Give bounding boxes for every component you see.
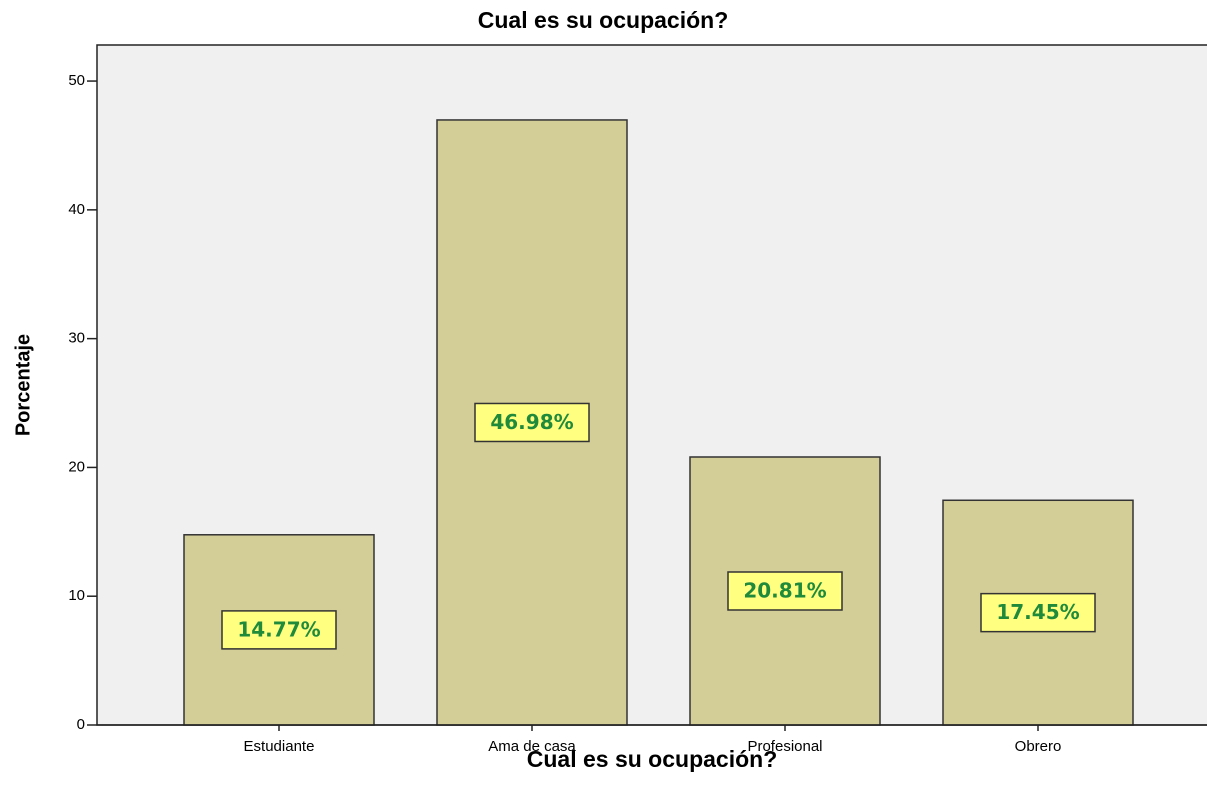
x-tick-label: Ama de casa xyxy=(488,738,576,755)
data-label: 46.98% xyxy=(490,410,573,434)
data-label-box xyxy=(221,610,337,650)
y-tick-label: 40 xyxy=(68,201,85,218)
data-label: 17.45% xyxy=(996,600,1079,624)
data-label: 20.81% xyxy=(743,578,826,602)
y-tick-label: 0 xyxy=(77,716,85,733)
data-label-box xyxy=(474,402,590,443)
x-tick-label: Obrero xyxy=(1015,738,1062,755)
y-tick-label: 30 xyxy=(68,330,85,347)
y-axis-label: Porcentaje xyxy=(12,334,34,436)
data-label-box xyxy=(980,592,1096,633)
chart-title: Cual es su ocupación? xyxy=(478,7,729,33)
x-tick-label: Estudiante xyxy=(244,738,315,755)
data-label-box xyxy=(727,571,843,611)
y-tick-label: 50 xyxy=(68,72,85,89)
y-tick-label: 10 xyxy=(68,587,85,604)
x-tick-label: Profesional xyxy=(747,738,822,755)
data-label: 14.77% xyxy=(237,617,320,641)
y-tick-label: 20 xyxy=(68,458,85,475)
x-axis-label: Cual es su ocupación? xyxy=(527,746,778,772)
